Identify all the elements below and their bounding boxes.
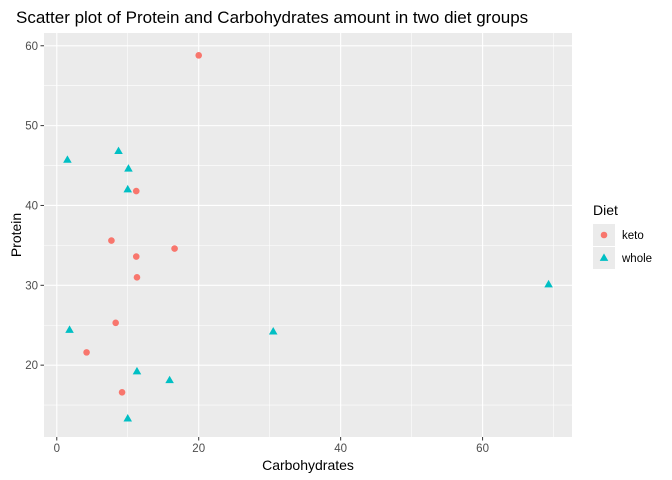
y-axis-ticks: 20 30 40 50 60 (25, 41, 44, 372)
legend-marker-keto (600, 231, 608, 239)
point-keto (133, 274, 141, 281)
x-axis-title: Carbohydrates (262, 457, 354, 473)
point-whole (114, 146, 123, 155)
point-whole (165, 375, 174, 384)
point-whole (544, 279, 553, 288)
point-keto (195, 52, 203, 59)
y-tick-label: 60 (25, 41, 38, 53)
x-tick-label: 40 (334, 443, 347, 455)
legend-label-keto: keto (622, 230, 644, 242)
legend: Diet keto whole (593, 202, 652, 269)
y-tick-label: 20 (25, 360, 38, 372)
point-whole (123, 414, 133, 422)
legend-label-whole: whole (621, 253, 652, 265)
chart-title: Scatter plot of Protein and Carbohydrate… (16, 8, 528, 27)
x-tick-label: 20 (192, 443, 205, 455)
point-whole (63, 155, 72, 163)
legend-title: Diet (593, 202, 618, 218)
legend-marker-whole (599, 253, 609, 261)
major-gridlines (44, 33, 572, 437)
point-whole (65, 325, 74, 333)
minor-gridlines (44, 33, 572, 437)
point-keto (132, 253, 140, 260)
x-axis-ticks: 0 20 40 60 (54, 437, 489, 455)
plot-panel (44, 33, 572, 437)
y-tick-label: 50 (25, 121, 38, 133)
point-keto (132, 187, 140, 195)
point-whole (132, 366, 142, 375)
point-keto (83, 349, 90, 356)
point-whole (123, 184, 133, 193)
point-keto (171, 245, 178, 252)
x-tick-label: 60 (476, 443, 489, 455)
point-whole (268, 327, 278, 335)
point-keto (112, 319, 119, 327)
point-whole (124, 164, 133, 172)
x-tick-label: 0 (54, 443, 60, 455)
point-keto (108, 237, 115, 244)
y-axis-title: Protein (8, 213, 24, 257)
point-keto (118, 388, 126, 396)
y-tick-label: 30 (25, 280, 38, 292)
y-tick-label: 40 (25, 200, 38, 212)
data-points (63, 52, 553, 422)
